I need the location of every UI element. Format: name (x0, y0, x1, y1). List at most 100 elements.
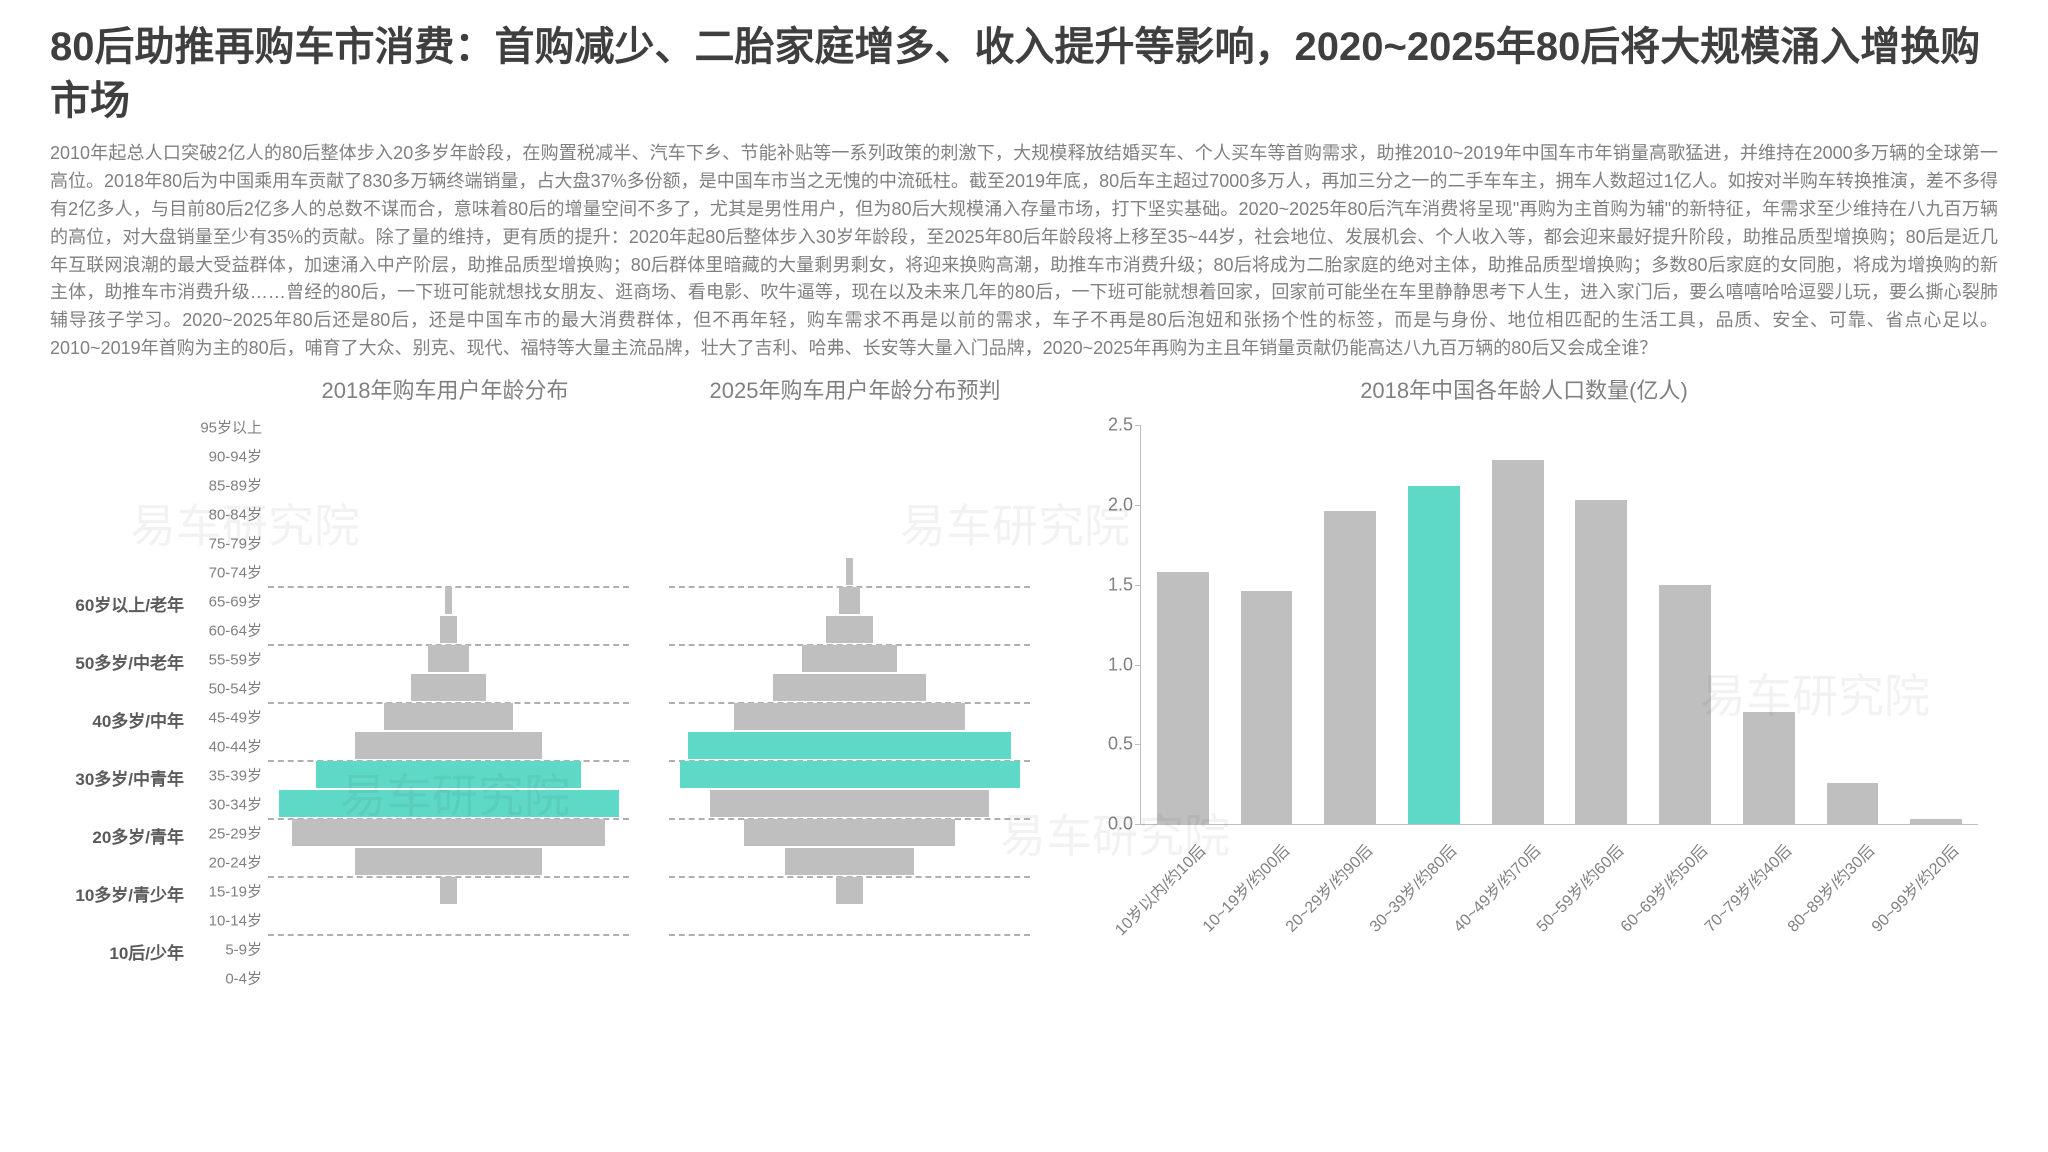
age-bin-label: 70-74岁 (209, 561, 262, 582)
pyramid-bar (802, 645, 850, 672)
pyramid-row (669, 906, 1030, 933)
age-bin-label: 60-64岁 (209, 619, 262, 640)
pyramid-row (669, 790, 1030, 817)
age-bin-label: 20-24岁 (209, 851, 262, 872)
pyramid-bar (836, 877, 850, 904)
pyramid-bar (449, 587, 452, 614)
pyramid-row (268, 848, 629, 875)
pyramid-bar (850, 819, 955, 846)
pyramid-bar (449, 761, 582, 788)
age-group-label: 10后/少年 (109, 939, 184, 964)
pyramid-bar (279, 790, 449, 817)
pyramid-bar (449, 790, 619, 817)
pyramid-row (268, 935, 629, 962)
bar (1408, 486, 1460, 824)
charts-row: 2018年购车用户年龄分布 2025年购车用户年龄分布预判 60岁以上/老年 50… (50, 373, 1998, 1053)
pyramid-bar (449, 877, 458, 904)
pyramid-row (268, 703, 629, 730)
pyramid-group-axis: 60岁以上/老年 50多岁/中老年 40多岁/中年 30多岁/中青年 20多岁/青年 10… (50, 413, 190, 1013)
age-bin-label: 0-4岁 (225, 967, 262, 988)
pyramid-row (669, 587, 1030, 614)
pyramid-bar (710, 790, 849, 817)
pyramid-row (669, 471, 1030, 498)
pyramid-bar (411, 674, 448, 701)
bar-chart-title: 2018年中国各年龄人口数量(亿人) (1050, 373, 1998, 405)
pyramid-row (268, 645, 629, 672)
age-group-label: 40多岁/中年 (92, 707, 184, 732)
bar-ytick (1135, 425, 1141, 426)
age-group-label: 20多岁/青年 (92, 823, 184, 848)
pyramid-2025-title: 2025年购车用户年龄分布预判 (680, 373, 1030, 405)
age-group-label: 10多岁/青少年 (75, 881, 184, 906)
pyramid-age-axis: 95岁以上90-94岁85-89岁80-84岁75-79岁70-74岁65-69… (190, 413, 268, 1013)
pyramid-bar (839, 587, 849, 614)
bar (1827, 783, 1879, 824)
pyramid-row (669, 645, 1030, 672)
pyramid-bar (449, 732, 543, 759)
pyramid-block: 2018年购车用户年龄分布 2025年购车用户年龄分布预判 60岁以上/老年 50… (50, 373, 1030, 1053)
pyramid-bar (850, 645, 898, 672)
age-bin-label: 90-94岁 (209, 445, 262, 466)
pyramid-row (669, 877, 1030, 904)
pyramid-bar (734, 703, 850, 730)
body-paragraph: 2010年起总人口突破2亿人的80后整体步入20多岁年龄段，在购置税减半、汽车下… (50, 140, 1998, 363)
age-bin-label: 35-39岁 (209, 764, 262, 785)
pyramid-bar (850, 877, 864, 904)
bar (1492, 460, 1544, 824)
bar (1241, 591, 1293, 824)
age-bin-label: 65-69岁 (209, 590, 262, 611)
pyramid-bar (850, 790, 989, 817)
pyramid-row (268, 500, 629, 527)
pyramid-bar (449, 819, 605, 846)
bar-ytick-label: 0.5 (1093, 734, 1133, 755)
bar (1910, 819, 1962, 824)
bar-ytick (1135, 744, 1141, 745)
bar-plot-area: 0.00.51.01.52.02.510岁以内/约10后10~19岁/约00后2… (1140, 425, 1978, 825)
pyramid-bar (449, 616, 458, 643)
age-group-label: 30多岁/中青年 (75, 765, 184, 790)
pyramid-row (268, 587, 629, 614)
pyramid-bar (850, 703, 966, 730)
pyramid-bar (316, 761, 449, 788)
bar-ytick-label: 2.0 (1093, 494, 1133, 515)
pyramid-bar (355, 732, 449, 759)
pyramid-bar (440, 616, 449, 643)
age-bin-label: 30-34岁 (209, 793, 262, 814)
bar (1743, 712, 1795, 824)
pyramid-row (669, 761, 1030, 788)
age-group-label: 60岁以上/老年 (75, 591, 184, 616)
age-bin-label: 40-44岁 (209, 735, 262, 756)
pyramid-bar (292, 819, 448, 846)
age-bin-label: 10-14岁 (209, 909, 262, 930)
bar-ytick (1135, 824, 1141, 825)
pyramid-bar (355, 848, 449, 875)
pyramid-bar (680, 761, 850, 788)
age-bin-label: 80-84岁 (209, 503, 262, 524)
pyramid-bar (449, 645, 469, 672)
pyramid-row (268, 790, 629, 817)
page-title: 80后助推再购车市消费：首购减少、二胎家庭增多、收入提升等影响，2020~202… (50, 20, 1998, 128)
bar-ytick-label: 1.0 (1093, 654, 1133, 675)
pyramid-row (669, 935, 1030, 962)
bar (1659, 585, 1711, 824)
bar-ytick (1135, 505, 1141, 506)
pyramid-row (669, 413, 1030, 440)
pyramid-bar (449, 848, 543, 875)
pyramid-row (268, 529, 629, 556)
pyramid-bar (384, 703, 449, 730)
age-bin-label: 25-29岁 (209, 822, 262, 843)
pyramid-2018-title: 2018年购车用户年龄分布 (270, 373, 620, 405)
pyramid-bar (449, 703, 514, 730)
pyramid-bar (773, 674, 850, 701)
pyramid-row (669, 558, 1030, 585)
pyramid-bar (850, 732, 1012, 759)
bar (1157, 572, 1209, 824)
age-group-label: 50多岁/中老年 (75, 649, 184, 674)
bar-ytick-label: 1.5 (1093, 574, 1133, 595)
pyramid-row (268, 964, 629, 991)
pyramid-bar (826, 616, 850, 643)
pyramid-row (268, 413, 629, 440)
pyramid-row (268, 674, 629, 701)
pyramid-row (669, 500, 1030, 527)
age-bin-label: 55-59岁 (209, 648, 262, 669)
